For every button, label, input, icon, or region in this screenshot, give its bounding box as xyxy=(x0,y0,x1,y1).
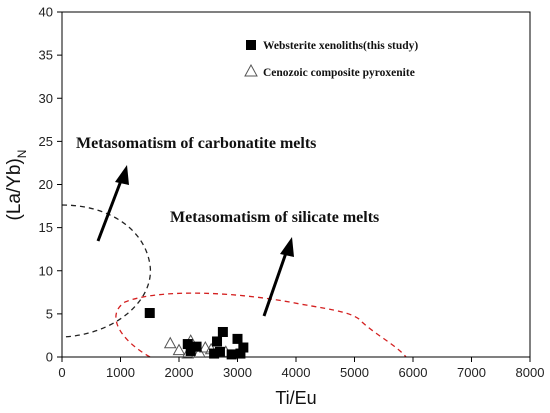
websterite-point xyxy=(214,346,225,357)
legend-label-pyroxenite: Cenozoic composite pyroxenite xyxy=(263,67,415,79)
y-tick-label: 5 xyxy=(46,306,53,321)
websterite-point xyxy=(212,336,223,347)
websterite-point xyxy=(182,339,193,350)
x-tick-label: 3000 xyxy=(223,365,252,380)
websterite-point xyxy=(226,349,237,360)
websterite-point xyxy=(191,341,202,352)
svg-text:(La/Yb)N: (La/Yb)N xyxy=(4,150,29,221)
legend-marker-pyroxenite xyxy=(244,63,258,77)
y-axis-title-main: (La/Yb) xyxy=(4,158,25,220)
y-tick-label: 20 xyxy=(39,177,53,192)
websterite-point xyxy=(235,348,246,359)
x-tick-label: 1000 xyxy=(106,365,135,380)
x-tick-label: 4000 xyxy=(282,365,311,380)
annotation-silicate: Metasomatism of silicate melts xyxy=(170,209,379,226)
websterite-point xyxy=(185,345,196,356)
websterite-point xyxy=(209,348,220,359)
y-tick-label: 25 xyxy=(39,134,53,149)
carbonatite-field-boundary xyxy=(61,204,151,338)
carbonatite-trend-arrow xyxy=(96,165,129,242)
legend: Websterite xenoliths(this study) Cenozoi… xyxy=(244,40,418,79)
y-axis: 0 5 10 15 20 25 30 35 40 xyxy=(39,5,62,365)
x-tick-label: 6000 xyxy=(399,365,428,380)
y-tick-label: 30 xyxy=(39,91,53,106)
y-tick-label: 40 xyxy=(39,5,53,20)
y-axis-title: (La/Yb)N xyxy=(4,150,29,221)
legend-marker-websterite xyxy=(246,40,256,50)
data-marks xyxy=(144,308,249,360)
websterite-point xyxy=(238,342,249,353)
x-tick-label: 5000 xyxy=(340,365,369,380)
plot-frame xyxy=(61,11,531,358)
silicate-trend-arrow xyxy=(262,237,294,317)
x-tick-label: 2000 xyxy=(165,365,194,380)
x-axis: 0 1000 2000 3000 4000 5000 6000 7000 8000 xyxy=(58,357,544,380)
pyroxenite-point xyxy=(172,343,186,356)
pyroxenite-point xyxy=(198,340,212,353)
x-axis-title: Ti/Eu xyxy=(275,388,316,408)
x-tick-label: 7000 xyxy=(457,365,486,380)
websterite-point xyxy=(232,333,243,344)
x-tick-label: 0 xyxy=(58,365,65,380)
pyroxenite-point xyxy=(163,336,177,349)
y-tick-label: 0 xyxy=(46,350,53,365)
x-tick-label: 8000 xyxy=(516,365,545,380)
annotation-carbonatite: Metasomatism of carbonatite melts xyxy=(76,135,316,152)
y-tick-label: 15 xyxy=(39,220,53,235)
y-axis-title-subscript: N xyxy=(15,150,29,159)
legend-label-websterite: Websterite xenoliths(this study) xyxy=(263,40,418,52)
websterite-point xyxy=(144,308,155,319)
y-tick-label: 35 xyxy=(39,48,53,63)
websterite-point xyxy=(217,326,228,337)
y-tick-label: 10 xyxy=(39,263,53,278)
silicate-field-boundary xyxy=(115,292,407,358)
